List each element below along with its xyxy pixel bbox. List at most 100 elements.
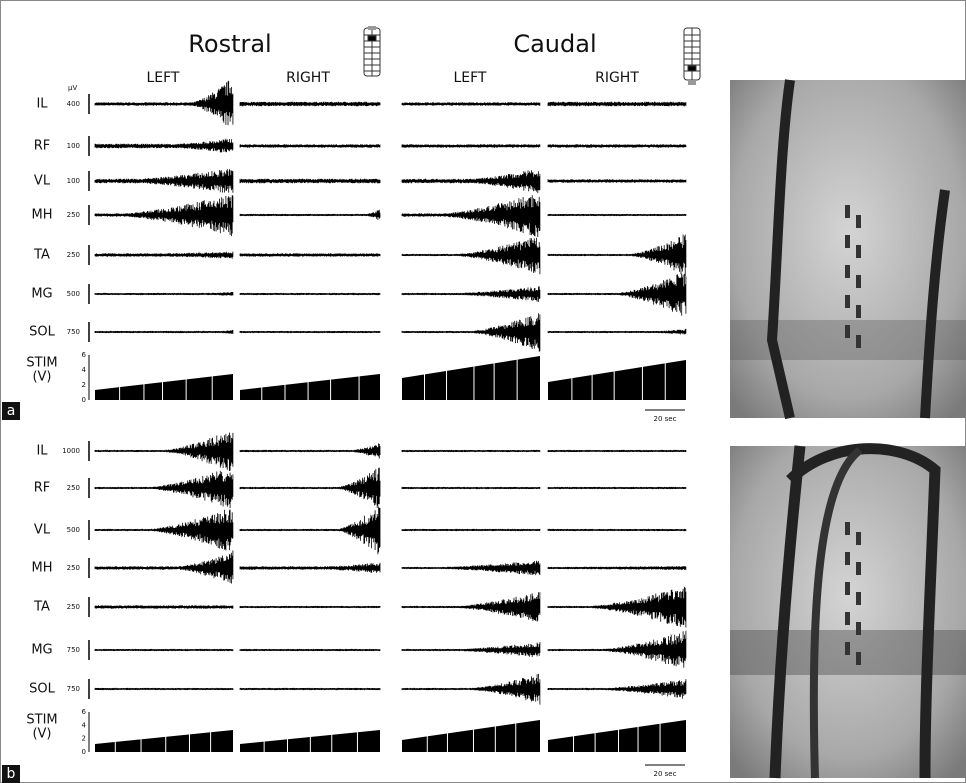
scale-label: 750: [67, 328, 80, 336]
emg-trace: [94, 138, 234, 153]
group-title: Rostral: [188, 30, 271, 58]
stim-ramp: [548, 360, 686, 400]
panel-label-box: [2, 402, 20, 420]
time-label: 20 sec: [654, 415, 677, 423]
emg-trace: [94, 509, 234, 551]
emg-trace: [94, 432, 234, 471]
emg-trace: [239, 292, 381, 296]
stim-tick: 4: [82, 366, 87, 374]
scale-label: 500: [67, 290, 80, 298]
emg-trace: [239, 687, 381, 691]
stim-tick: 2: [82, 381, 86, 389]
emg-trace: [401, 673, 541, 705]
side-label: LEFT: [146, 70, 179, 86]
emg-trace: [239, 443, 381, 459]
emg-trace: [239, 330, 381, 334]
emg-trace: [401, 237, 541, 275]
emg-trace: [239, 144, 381, 148]
stim-tick: 0: [82, 748, 86, 756]
stim-tick: 0: [82, 396, 86, 404]
emg-trace: [239, 253, 381, 257]
scale-label: 100: [67, 177, 80, 185]
scale-label: 100: [67, 142, 80, 150]
scale-label: 1000: [62, 447, 80, 455]
muscle-label: RF: [34, 139, 51, 154]
muscle-label: TA: [33, 600, 50, 615]
emg-trace: [401, 313, 541, 352]
emg-trace: [239, 209, 381, 220]
emg-trace: [94, 169, 234, 193]
emg-trace: [401, 170, 541, 194]
group-title: Caudal: [513, 30, 596, 58]
emg-trace: [401, 592, 541, 622]
stim-label: (V): [32, 370, 51, 385]
scale-label: 250: [67, 251, 80, 259]
emg-trace: [547, 566, 687, 571]
scale-label: 500: [67, 526, 80, 534]
emg-trace: [547, 179, 687, 183]
emg-trace: [239, 605, 381, 609]
emg-trace: [239, 467, 381, 508]
emg-trace: [401, 195, 541, 237]
muscle-label: VL: [34, 174, 51, 189]
side-label: RIGHT: [286, 70, 330, 86]
muscle-label: MH: [32, 561, 53, 576]
muscle-label: MG: [31, 287, 52, 302]
emg-trace: [94, 80, 234, 126]
emg-trace: [94, 251, 234, 259]
xray-image: [730, 79, 966, 420]
emg-trace: [239, 562, 381, 573]
emg-trace: [547, 630, 687, 668]
stim-ramp: [240, 374, 380, 400]
stim-tick: 6: [82, 351, 87, 359]
emg-trace: [547, 486, 687, 490]
emg-trace: [239, 648, 381, 652]
emg-trace: [94, 648, 234, 652]
stim-tick: 4: [82, 721, 87, 729]
scale-label: 250: [67, 484, 80, 492]
emg-trace: [239, 101, 381, 107]
muscle-label: TA: [33, 248, 50, 263]
stim-ramp: [95, 730, 233, 752]
emg-trace: [94, 550, 234, 584]
emg-trace: [547, 213, 687, 217]
emg-trace: [239, 506, 381, 555]
muscle-label: VL: [34, 523, 51, 538]
stim-ramp: [548, 720, 686, 752]
unit-label: µV: [68, 84, 77, 92]
emg-trace: [401, 286, 541, 302]
muscle-label: SOL: [29, 682, 55, 697]
stim-label: STIM: [26, 356, 57, 371]
emg-trace: [401, 642, 541, 658]
panel-label-box: [2, 765, 20, 783]
muscle-label: IL: [36, 444, 48, 459]
scale-label: 750: [67, 646, 80, 654]
xray-image: [730, 443, 966, 779]
emg-trace: [547, 528, 687, 532]
scale-label: 400: [67, 100, 80, 108]
electrode-icon: [363, 26, 381, 77]
emg-trace: [547, 101, 687, 107]
emg-trace: [547, 586, 687, 628]
emg-trace: [401, 528, 541, 532]
electrode-icon: [683, 27, 701, 85]
stim-tick: 6: [82, 708, 87, 716]
emg-trace: [547, 328, 687, 335]
emg-trace: [94, 687, 234, 691]
muscle-label: RF: [34, 481, 51, 496]
emg-trace: [401, 486, 541, 490]
emg-trace: [401, 144, 541, 148]
emg-trace: [239, 178, 381, 184]
emg-trace: [547, 449, 687, 453]
side-label: LEFT: [453, 70, 486, 86]
scale-label: 250: [67, 603, 80, 611]
muscle-label: MG: [31, 643, 52, 658]
muscle-label: SOL: [29, 325, 55, 340]
emg-trace: [94, 292, 234, 296]
emg-trace: [94, 330, 234, 334]
emg-trace: [547, 144, 687, 148]
muscle-label: IL: [36, 97, 48, 112]
stim-ramp: [402, 356, 540, 400]
stim-ramp: [402, 720, 540, 752]
